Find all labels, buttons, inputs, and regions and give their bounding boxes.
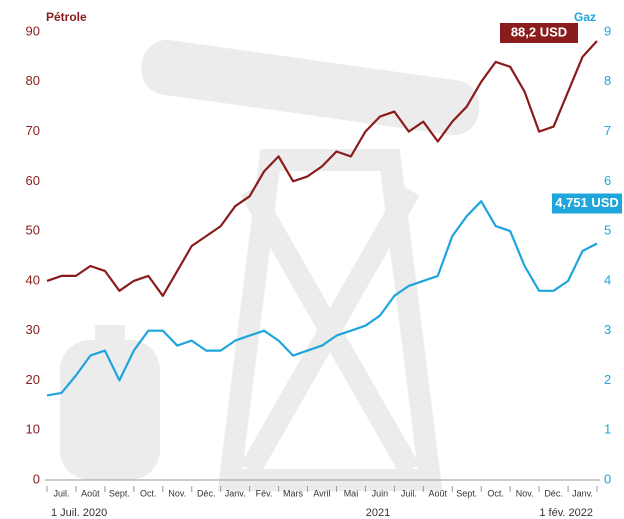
annotation-text: 4,751 USD — [555, 195, 619, 210]
y2-tick-label: 8 — [604, 73, 611, 88]
y-tick-label: 40 — [26, 272, 40, 287]
x-tick-label: Déc. — [544, 488, 563, 498]
y-tick-label: 70 — [26, 123, 40, 138]
period-label: 2021 — [366, 507, 390, 519]
x-tick-label: Juil. — [401, 488, 417, 498]
x-tick-label: Nov. — [168, 488, 186, 498]
annotation-text: 88,2 USD — [511, 24, 567, 39]
y2-tick-label: 9 — [604, 23, 611, 38]
y-tick-label: 50 — [26, 223, 40, 238]
x-tick-label: Mars — [283, 488, 303, 498]
y2-tick-label: 5 — [604, 223, 611, 238]
background-illustration — [60, 37, 483, 480]
x-tick-label: Déc. — [197, 488, 216, 498]
y-axis-label: Pétrole — [46, 10, 87, 24]
x-tick-label: Août — [429, 488, 448, 498]
y-tick-label: 10 — [26, 422, 40, 437]
y2-axis-label: Gaz — [574, 10, 596, 24]
x-tick-label: Janv. — [225, 488, 246, 498]
x-tick-label: Avril — [313, 488, 330, 498]
chart: Pétrole Gaz 0 10 20 30 40 50 60 70 80 90 0 1 2 3 4 5 6 7 8… — [0, 0, 624, 519]
x-tick-label: Juin — [372, 488, 389, 498]
y2-tick-label: 4 — [604, 272, 611, 287]
period-label: 1 Juil. 2020 — [51, 507, 107, 519]
y-tick-label: 20 — [26, 372, 40, 387]
y-tick-label: 80 — [26, 73, 40, 88]
y-tick-label: 0 — [33, 471, 40, 486]
x-tick-label: Sept. — [109, 488, 130, 498]
x-tick-label: Mai — [344, 488, 359, 498]
y2-tick-label: 0 — [604, 471, 611, 486]
y2-tick-label: 7 — [604, 123, 611, 138]
period-label: 1 fév. 2022 — [539, 507, 593, 519]
x-tick-label: Oct. — [140, 488, 157, 498]
x-tick-label: Oct. — [487, 488, 504, 498]
y2-tick-label: 1 — [604, 422, 611, 437]
y-tick-label: 60 — [26, 173, 40, 188]
y-tick-label: 30 — [26, 322, 40, 337]
x-tick-label: Nov. — [516, 488, 534, 498]
x-tick-label: Sept. — [456, 488, 477, 498]
x-tick-label: Juil. — [53, 488, 69, 498]
x-tick-label: Août — [81, 488, 100, 498]
x-tick-label: Janv. — [572, 488, 593, 498]
y2-tick-label: 6 — [604, 173, 611, 188]
y-tick-label: 90 — [26, 23, 40, 38]
x-tick-label: Fév. — [256, 488, 273, 498]
y2-tick-label: 2 — [604, 372, 611, 387]
y2-tick-label: 3 — [604, 322, 611, 337]
